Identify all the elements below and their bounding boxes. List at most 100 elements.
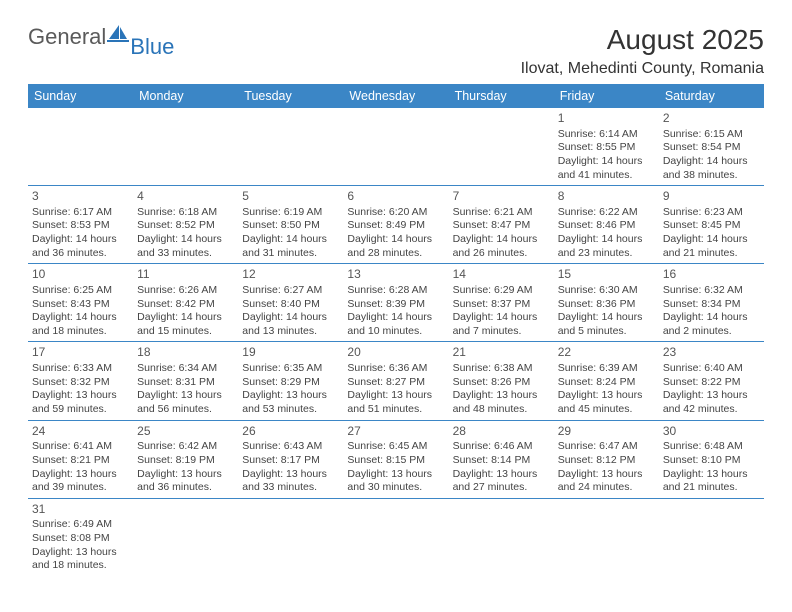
daylight-line: Daylight: 13 hours and 36 minutes. — [137, 468, 234, 495]
sunrise-line: Sunrise: 6:49 AM — [32, 518, 129, 532]
daylight-line: Daylight: 14 hours and 28 minutes. — [347, 233, 444, 260]
sunset-line: Sunset: 8:40 PM — [242, 298, 339, 312]
sunrise-line: Sunrise: 6:46 AM — [453, 440, 550, 454]
daylight-line: Daylight: 13 hours and 56 minutes. — [137, 389, 234, 416]
sunrise-line: Sunrise: 6:19 AM — [242, 206, 339, 220]
calendar-empty — [238, 498, 343, 576]
sunset-line: Sunset: 8:42 PM — [137, 298, 234, 312]
day-header: Monday — [133, 84, 238, 108]
sunrise-line: Sunrise: 6:33 AM — [32, 362, 129, 376]
header-row: General Blue August 2025 Ilovat, Mehedin… — [28, 24, 764, 78]
sunrise-line: Sunrise: 6:45 AM — [347, 440, 444, 454]
day-header: Saturday — [659, 84, 764, 108]
daylight-line: Daylight: 14 hours and 10 minutes. — [347, 311, 444, 338]
daylight-line: Daylight: 13 hours and 42 minutes. — [663, 389, 760, 416]
daylight-line: Daylight: 14 hours and 18 minutes. — [32, 311, 129, 338]
day-number: 14 — [453, 267, 550, 283]
daylight-line: Daylight: 14 hours and 26 minutes. — [453, 233, 550, 260]
day-number: 27 — [347, 424, 444, 440]
day-number: 9 — [663, 189, 760, 205]
calendar-day: 12Sunrise: 6:27 AMSunset: 8:40 PMDayligh… — [238, 264, 343, 342]
calendar-day: 19Sunrise: 6:35 AMSunset: 8:29 PMDayligh… — [238, 342, 343, 420]
day-number: 30 — [663, 424, 760, 440]
sunrise-line: Sunrise: 6:18 AM — [137, 206, 234, 220]
calendar-empty — [449, 108, 554, 186]
day-number: 31 — [32, 502, 129, 518]
calendar-week: 24Sunrise: 6:41 AMSunset: 8:21 PMDayligh… — [28, 420, 764, 498]
calendar-week: 31Sunrise: 6:49 AMSunset: 8:08 PMDayligh… — [28, 498, 764, 576]
sunrise-line: Sunrise: 6:34 AM — [137, 362, 234, 376]
calendar-empty — [28, 108, 133, 186]
daylight-line: Daylight: 13 hours and 27 minutes. — [453, 468, 550, 495]
calendar-day: 4Sunrise: 6:18 AMSunset: 8:52 PMDaylight… — [133, 186, 238, 264]
daylight-line: Daylight: 13 hours and 59 minutes. — [32, 389, 129, 416]
calendar-week: 1Sunrise: 6:14 AMSunset: 8:55 PMDaylight… — [28, 108, 764, 186]
daylight-line: Daylight: 14 hours and 23 minutes. — [558, 233, 655, 260]
day-number: 15 — [558, 267, 655, 283]
sunset-line: Sunset: 8:12 PM — [558, 454, 655, 468]
daylight-line: Daylight: 13 hours and 30 minutes. — [347, 468, 444, 495]
daylight-line: Daylight: 13 hours and 45 minutes. — [558, 389, 655, 416]
sunrise-line: Sunrise: 6:23 AM — [663, 206, 760, 220]
calendar-day: 22Sunrise: 6:39 AMSunset: 8:24 PMDayligh… — [554, 342, 659, 420]
sunset-line: Sunset: 8:55 PM — [558, 141, 655, 155]
calendar-day: 27Sunrise: 6:45 AMSunset: 8:15 PMDayligh… — [343, 420, 448, 498]
calendar-day: 6Sunrise: 6:20 AMSunset: 8:49 PMDaylight… — [343, 186, 448, 264]
day-number: 22 — [558, 345, 655, 361]
daylight-line: Daylight: 14 hours and 41 minutes. — [558, 155, 655, 182]
sunset-line: Sunset: 8:26 PM — [453, 376, 550, 390]
sunrise-line: Sunrise: 6:36 AM — [347, 362, 444, 376]
sunrise-line: Sunrise: 6:27 AM — [242, 284, 339, 298]
sunrise-line: Sunrise: 6:30 AM — [558, 284, 655, 298]
calendar-day: 2Sunrise: 6:15 AMSunset: 8:54 PMDaylight… — [659, 108, 764, 186]
day-number: 28 — [453, 424, 550, 440]
sunset-line: Sunset: 8:10 PM — [663, 454, 760, 468]
sunrise-line: Sunrise: 6:41 AM — [32, 440, 129, 454]
day-number: 2 — [663, 111, 760, 127]
calendar-day: 30Sunrise: 6:48 AMSunset: 8:10 PMDayligh… — [659, 420, 764, 498]
sunset-line: Sunset: 8:15 PM — [347, 454, 444, 468]
calendar-day: 17Sunrise: 6:33 AMSunset: 8:32 PMDayligh… — [28, 342, 133, 420]
daylight-line: Daylight: 13 hours and 39 minutes. — [32, 468, 129, 495]
day-number: 18 — [137, 345, 234, 361]
sunset-line: Sunset: 8:49 PM — [347, 219, 444, 233]
sunrise-line: Sunrise: 6:48 AM — [663, 440, 760, 454]
sunset-line: Sunset: 8:19 PM — [137, 454, 234, 468]
sunset-line: Sunset: 8:39 PM — [347, 298, 444, 312]
day-number: 19 — [242, 345, 339, 361]
day-number: 8 — [558, 189, 655, 205]
day-number: 26 — [242, 424, 339, 440]
daylight-line: Daylight: 13 hours and 24 minutes. — [558, 468, 655, 495]
calendar-week: 10Sunrise: 6:25 AMSunset: 8:43 PMDayligh… — [28, 264, 764, 342]
location: Ilovat, Mehedinti County, Romania — [521, 60, 764, 78]
sunset-line: Sunset: 8:34 PM — [663, 298, 760, 312]
day-header: Friday — [554, 84, 659, 108]
sunrise-line: Sunrise: 6:14 AM — [558, 128, 655, 142]
sunrise-line: Sunrise: 6:21 AM — [453, 206, 550, 220]
daylight-line: Daylight: 14 hours and 38 minutes. — [663, 155, 760, 182]
daylight-line: Daylight: 13 hours and 53 minutes. — [242, 389, 339, 416]
calendar-day: 7Sunrise: 6:21 AMSunset: 8:47 PMDaylight… — [449, 186, 554, 264]
day-number: 4 — [137, 189, 234, 205]
calendar-day: 21Sunrise: 6:38 AMSunset: 8:26 PMDayligh… — [449, 342, 554, 420]
calendar-day: 20Sunrise: 6:36 AMSunset: 8:27 PMDayligh… — [343, 342, 448, 420]
calendar-empty — [238, 108, 343, 186]
day-number: 7 — [453, 189, 550, 205]
logo-text-accent: Blue — [130, 34, 174, 60]
calendar-day: 25Sunrise: 6:42 AMSunset: 8:19 PMDayligh… — [133, 420, 238, 498]
daylight-line: Daylight: 13 hours and 21 minutes. — [663, 468, 760, 495]
sunset-line: Sunset: 8:17 PM — [242, 454, 339, 468]
sunrise-line: Sunrise: 6:40 AM — [663, 362, 760, 376]
calendar-body: 1Sunrise: 6:14 AMSunset: 8:55 PMDaylight… — [28, 108, 764, 576]
sunset-line: Sunset: 8:50 PM — [242, 219, 339, 233]
day-number: 3 — [32, 189, 129, 205]
title-block: August 2025 Ilovat, Mehedinti County, Ro… — [521, 24, 764, 78]
day-number: 29 — [558, 424, 655, 440]
daylight-line: Daylight: 13 hours and 51 minutes. — [347, 389, 444, 416]
calendar-empty — [133, 498, 238, 576]
sunset-line: Sunset: 8:54 PM — [663, 141, 760, 155]
calendar-empty — [343, 498, 448, 576]
day-number: 25 — [137, 424, 234, 440]
daylight-line: Daylight: 14 hours and 5 minutes. — [558, 311, 655, 338]
daylight-line: Daylight: 14 hours and 7 minutes. — [453, 311, 550, 338]
